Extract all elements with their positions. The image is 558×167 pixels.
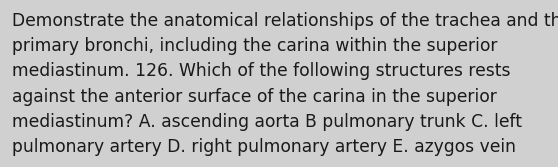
Text: Demonstrate the anatomical relationships of the trachea and the
primary bronchi,: Demonstrate the anatomical relationships… [12,12,558,156]
